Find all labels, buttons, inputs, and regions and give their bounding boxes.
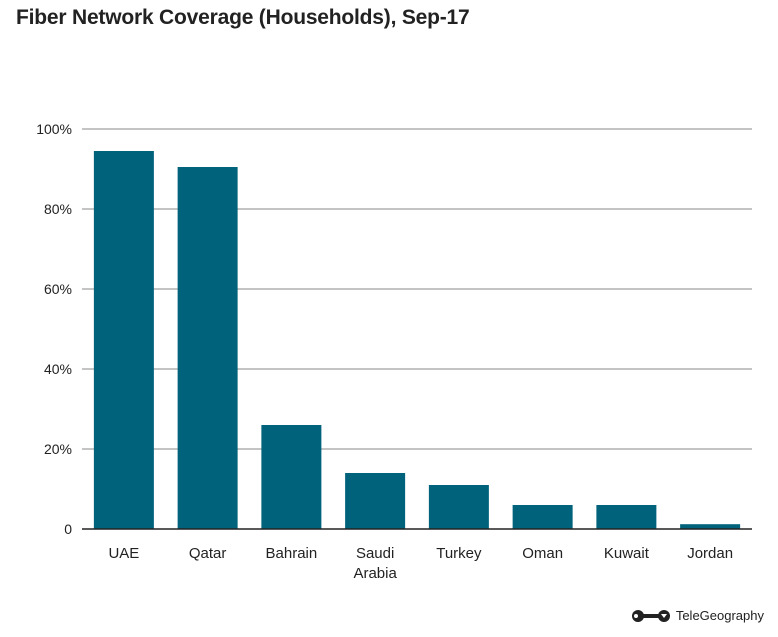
bar	[261, 425, 322, 529]
x-tick-label: Kuwait	[604, 545, 650, 562]
x-tick-label: Turkey	[436, 545, 482, 562]
chart-title: Fiber Network Coverage (Households), Sep…	[16, 6, 470, 29]
bar	[345, 473, 406, 529]
x-tick-label: Bahrain	[266, 545, 318, 562]
bar	[596, 505, 657, 529]
y-tick-label: 80%	[44, 201, 72, 217]
y-tick-label: 60%	[44, 281, 72, 297]
x-tick-label: Jordan	[687, 545, 733, 562]
y-tick-label: 20%	[44, 441, 72, 457]
bar	[428, 485, 489, 529]
bar	[680, 524, 741, 529]
brand-footer: TeleGeography	[631, 608, 764, 623]
x-tick-label: Oman	[522, 545, 563, 562]
y-tick-label: 100%	[36, 121, 72, 137]
bar	[93, 151, 154, 529]
bar	[177, 167, 238, 529]
x-tick-label: Saudi Arabia	[353, 545, 397, 582]
bar	[512, 505, 573, 529]
y-tick-label: 40%	[44, 361, 72, 377]
y-tick-label: 0	[64, 521, 72, 537]
x-tick-label: Qatar	[189, 545, 227, 562]
brand-name: TeleGeography	[675, 608, 764, 623]
telegeography-logo-icon	[631, 609, 670, 622]
x-tick-label: UAE	[108, 545, 139, 562]
